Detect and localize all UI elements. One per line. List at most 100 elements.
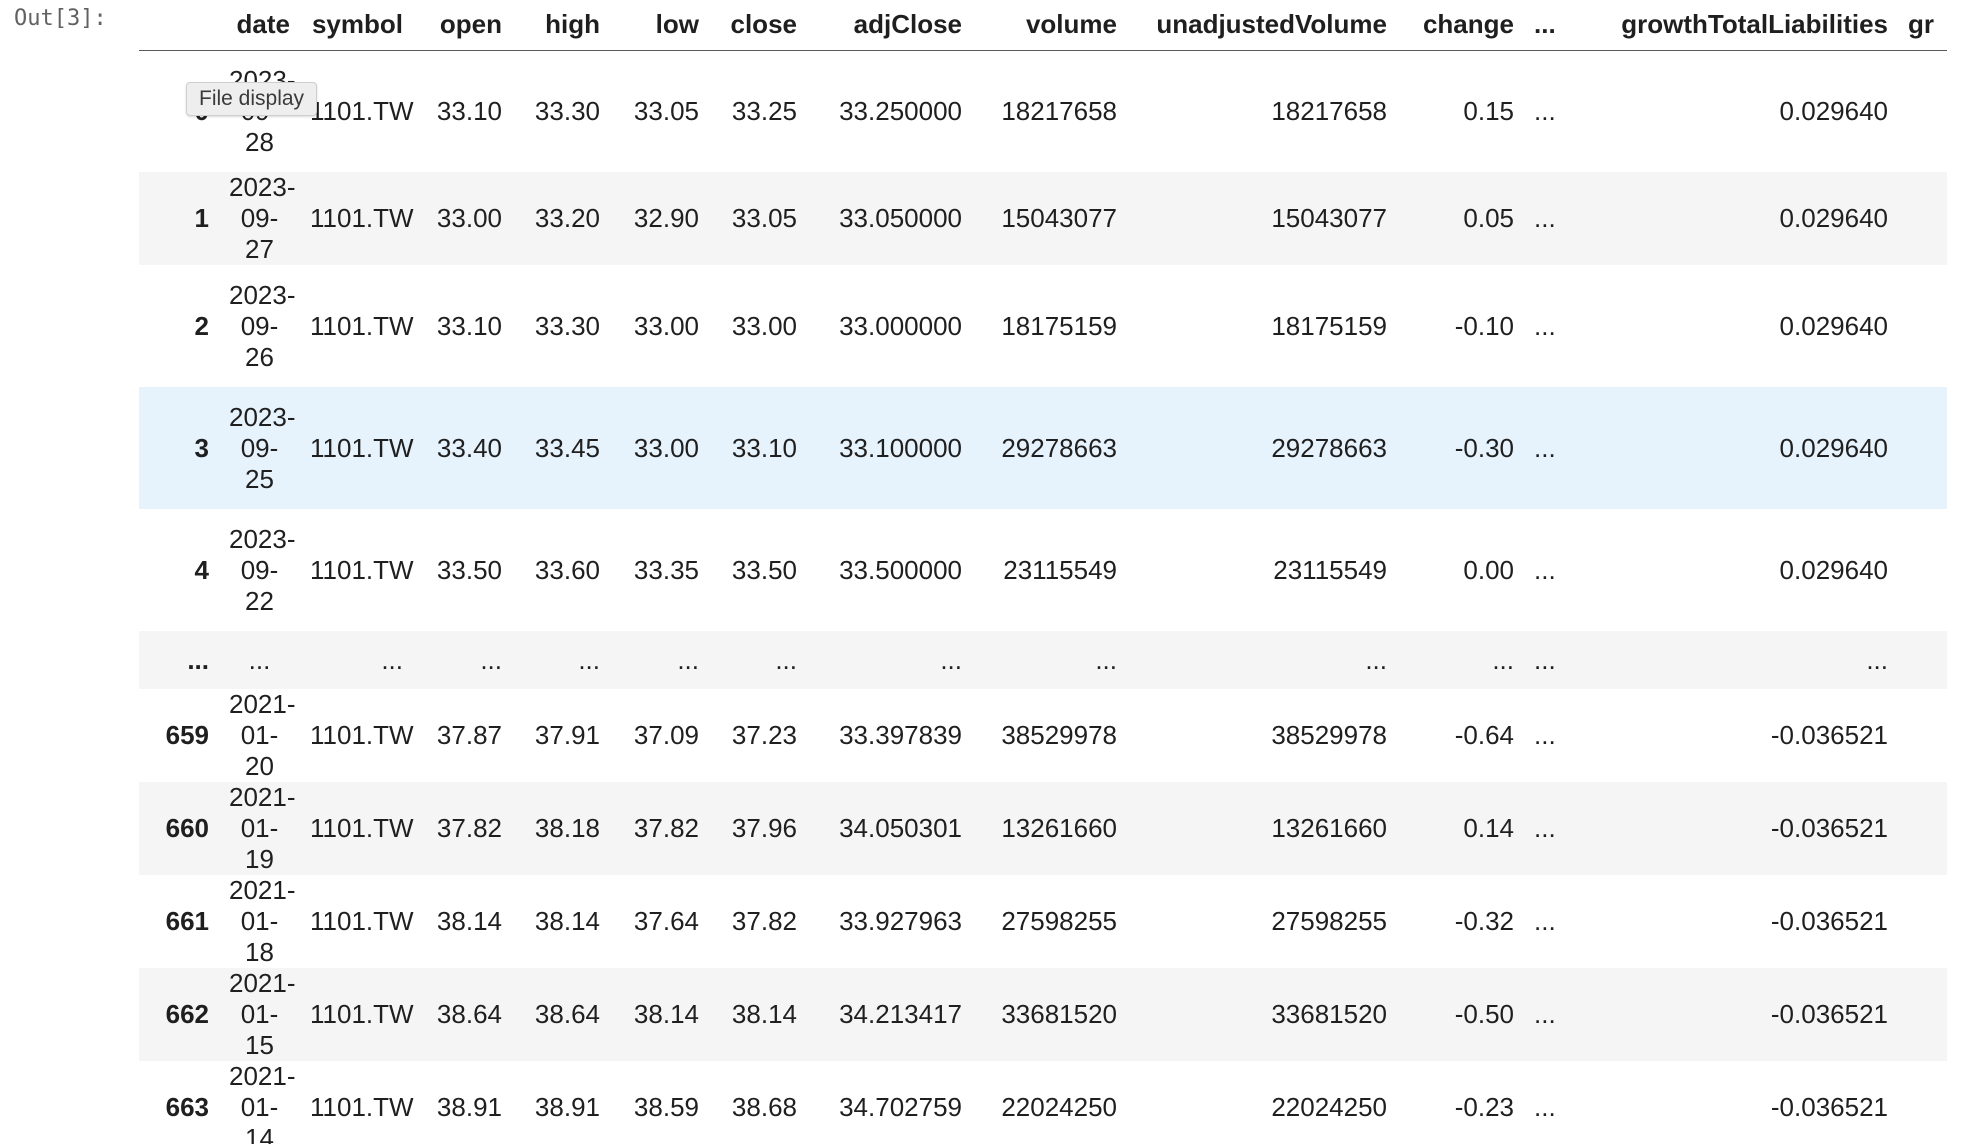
data-cell: 33.10 [436,95,502,126]
table-body: 02023-09-281101.TW33.1033.3033.0533.2533… [139,50,1947,1144]
data-cell: 37.23 [731,720,797,750]
row-index: 660 [165,813,209,843]
data-cell: 38.14 [534,906,600,936]
table-row: 1 2023- 09-27 1101.TW 33.00 33.20 32.90 33.05 33… [139,172,1947,265]
data-cell: 13261660 [1271,813,1387,843]
data-cell [1898,509,1947,631]
data-cell: 38529978 [1001,720,1117,750]
date-part: 01-19 [240,813,279,874]
data-cell: 33681520 [1001,999,1117,1029]
data-cell: 38.91 [534,1092,600,1122]
data-cell: 33.05 [731,203,797,233]
date-part: 2021- [229,968,296,998]
data-cell: ... [1492,644,1514,675]
data-cell: 33.40 [436,432,502,463]
date-cell: 2021- 01-19 [219,782,300,875]
data-cell: 33.45 [534,432,600,463]
date-part: 09- [240,432,279,463]
column-header: date [219,0,300,51]
data-cell: 1101.TW [310,1092,414,1122]
data-cell: 38529978 [1271,720,1387,750]
date-cell: 2023- 09- 22 [219,509,300,631]
data-cell: 38.91 [436,1092,502,1122]
data-cell: 33.50 [731,554,797,585]
data-cell: 37.64 [633,906,699,936]
data-cell: 15043077 [1001,203,1117,233]
data-cell: 18175159 [1001,310,1117,341]
date-part: 01-14 [240,1092,279,1144]
date-part: 01-15 [240,999,279,1060]
data-cell: 33.50 [436,554,502,585]
table-row: 660 2021- 01-19 1101.TW 37.82 38.18 37.82 37.96… [139,782,1947,875]
data-cell [1898,172,1947,265]
date-part: 2023- [229,401,296,432]
date-part: 09- [240,554,279,585]
data-cell: -0.64 [1454,720,1514,750]
output-prompt: Out[3]: [14,6,107,31]
column-header: change [1397,0,1524,51]
data-cell [1898,50,1947,172]
data-cell: 38.59 [633,1092,699,1122]
data-cell: ... [1534,906,1556,936]
data-cell: ... [1534,310,1556,341]
date-part: 2023- [229,523,296,554]
date-cell: 2021- 01-18 [219,875,300,968]
data-cell: ... [940,644,962,675]
data-cell: 37.82 [633,813,699,843]
data-cell: 22024250 [1271,1092,1387,1122]
data-cell: ... [1534,203,1556,233]
data-cell: 23115549 [1273,554,1387,585]
data-cell: ... [1534,95,1556,126]
data-cell: 33.050000 [839,203,962,233]
data-cell: ... [1534,644,1556,675]
date-part: 01-20 [240,720,279,781]
column-header: ... [1524,0,1565,51]
data-cell: 33.20 [534,203,600,233]
data-cell: 1101.TW [310,554,414,585]
table-row: 3 2023- 09- 25 1101.TW 33.40 33.45 33.00 33.10 33… [139,387,1947,509]
data-cell: -0.10 [1454,310,1514,341]
table-row: 663 2021- 01-14 1101.TW 38.91 38.91 38.59 38.68… [139,1061,1947,1144]
data-cell: ... [1534,1092,1556,1122]
data-cell: 38.14 [731,999,797,1029]
date-part: 28 [245,126,274,157]
column-header: low [610,0,709,51]
date-part: ... [248,644,271,675]
data-cell: 37.96 [731,813,797,843]
data-cell: 0.029640 [1779,95,1888,126]
date-cell: 2023- 09- 25 [219,387,300,509]
column-header: high [512,0,610,51]
data-cell: 0.00 [1463,554,1514,585]
row-index: 659 [165,720,209,750]
data-cell: 23115549 [1003,554,1117,585]
data-cell: 34.050301 [839,813,962,843]
data-cell: 1101.TW [310,95,414,126]
data-cell: 33.00 [633,432,699,463]
column-header: unadjustedVolume [1127,0,1397,51]
date-part: 2023- [229,172,296,202]
data-cell: 33.60 [534,554,600,585]
data-cell: 27598255 [1001,906,1117,936]
data-cell: 34.213417 [839,999,962,1029]
data-cell: ... [1534,432,1556,463]
data-cell: 18217658 [1001,95,1117,126]
data-cell: 37.82 [731,906,797,936]
data-cell: 1101.TW [310,813,414,843]
row-index: 2 [194,310,209,341]
row-index: 661 [165,906,209,936]
data-cell: -0.30 [1454,432,1514,463]
data-cell: 38.14 [436,906,502,936]
date-part: 22 [245,585,274,616]
row-index: 4 [194,554,209,585]
data-cell: 0.15 [1463,95,1514,126]
data-cell: 0.029640 [1779,432,1888,463]
data-cell [1898,968,1947,1061]
data-cell [1898,1061,1947,1144]
header-row: date symbol open high low close adjClose volume… [139,0,1947,51]
column-header: adjClose [807,0,972,51]
table-row: 02023-09-281101.TW33.1033.3033.0533.2533… [139,50,1947,172]
data-cell: 33.00 [633,310,699,341]
data-cell: 33.25 [731,95,797,126]
date-cell: 2021- 01-15 [219,968,300,1061]
data-cell [1898,782,1947,875]
